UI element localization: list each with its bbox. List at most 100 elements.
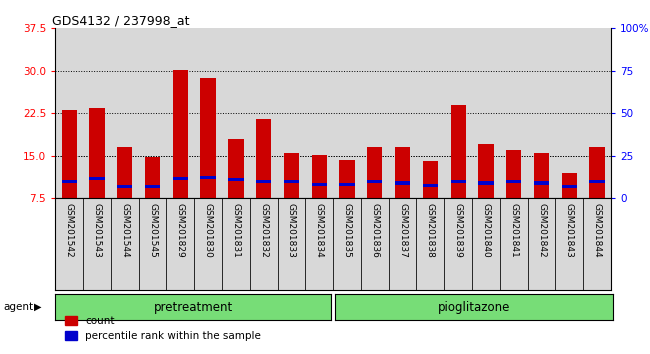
Bar [256, 180, 271, 183]
Text: GSM201542: GSM201542 [64, 203, 73, 257]
Bar [534, 181, 549, 184]
Text: GSM201836: GSM201836 [370, 203, 380, 258]
Bar [422, 161, 438, 198]
Bar [256, 119, 271, 198]
Bar [145, 157, 160, 198]
Bar [389, 198, 417, 290]
Bar [590, 147, 605, 198]
Text: GSM201837: GSM201837 [398, 203, 407, 258]
Bar [228, 139, 244, 198]
Bar [500, 28, 528, 198]
Bar [422, 184, 438, 187]
Bar [311, 155, 327, 198]
Bar [89, 177, 105, 180]
Bar [306, 28, 333, 198]
Bar [450, 105, 466, 198]
Bar [506, 150, 521, 198]
Bar [111, 198, 138, 290]
Bar [367, 147, 382, 198]
Bar [83, 28, 111, 198]
Bar [562, 173, 577, 198]
Bar [450, 180, 466, 183]
Text: GSM201840: GSM201840 [482, 203, 491, 258]
Bar [194, 28, 222, 198]
Bar [417, 198, 445, 290]
Legend: count, percentile rank within the sample: count, percentile rank within the sample [60, 312, 265, 345]
Bar [311, 183, 327, 185]
Bar [306, 198, 333, 290]
Text: GSM201835: GSM201835 [343, 203, 352, 258]
Bar [361, 28, 389, 198]
Bar [333, 28, 361, 198]
Bar [200, 176, 216, 179]
Bar [534, 153, 549, 198]
Text: pretreatment: pretreatment [153, 301, 233, 314]
Bar [528, 28, 556, 198]
Bar [173, 70, 188, 198]
Bar [500, 198, 528, 290]
Text: GSM201843: GSM201843 [565, 203, 574, 258]
Bar [111, 28, 138, 198]
Text: ▶: ▶ [34, 302, 42, 312]
Bar [83, 198, 111, 290]
Bar [200, 78, 216, 198]
Text: GSM201839: GSM201839 [454, 203, 463, 258]
Text: pioglitazone: pioglitazone [438, 301, 510, 314]
Bar [117, 185, 133, 188]
Text: GSM201544: GSM201544 [120, 203, 129, 257]
Bar [562, 185, 577, 188]
Bar [284, 180, 299, 183]
Bar [395, 147, 410, 198]
Bar [590, 180, 605, 183]
Bar [555, 28, 583, 198]
Bar [339, 183, 355, 185]
Text: GDS4132 / 237998_at: GDS4132 / 237998_at [53, 14, 190, 27]
Bar [228, 178, 244, 181]
Text: GSM201834: GSM201834 [315, 203, 324, 258]
Bar [173, 177, 188, 180]
Bar [389, 28, 417, 198]
Text: GSM201543: GSM201543 [92, 203, 101, 258]
Text: GSM201841: GSM201841 [509, 203, 518, 258]
Bar [222, 198, 250, 290]
Bar [555, 198, 583, 290]
Bar [138, 198, 166, 290]
Bar [166, 28, 194, 198]
Bar [166, 198, 194, 290]
Bar [478, 181, 493, 184]
Bar [62, 110, 77, 198]
Text: GSM201830: GSM201830 [203, 203, 213, 258]
Bar [250, 198, 278, 290]
Bar [250, 28, 278, 198]
Bar [55, 198, 83, 290]
Bar [528, 198, 556, 290]
Text: GSM201838: GSM201838 [426, 203, 435, 258]
Bar [506, 180, 521, 183]
Text: GSM201545: GSM201545 [148, 203, 157, 258]
Bar [445, 198, 472, 290]
Bar [472, 28, 500, 198]
Bar [278, 198, 306, 290]
Bar [138, 28, 166, 198]
Bar [583, 28, 611, 198]
Bar [284, 153, 299, 198]
Bar [62, 180, 77, 183]
Text: GSM201842: GSM201842 [537, 203, 546, 257]
Bar [145, 185, 160, 188]
Bar [222, 28, 250, 198]
Bar [478, 144, 493, 198]
Text: GSM201844: GSM201844 [593, 203, 602, 257]
Bar [583, 198, 611, 290]
Bar [445, 28, 472, 198]
Bar [117, 147, 133, 198]
Bar [339, 160, 355, 198]
Bar [367, 180, 382, 183]
Text: GSM201832: GSM201832 [259, 203, 268, 258]
Text: GSM201829: GSM201829 [176, 203, 185, 258]
Bar [333, 198, 361, 290]
Bar [395, 181, 410, 184]
Bar [55, 28, 83, 198]
Bar [278, 28, 306, 198]
Text: agent: agent [3, 302, 33, 312]
Bar [89, 108, 105, 198]
